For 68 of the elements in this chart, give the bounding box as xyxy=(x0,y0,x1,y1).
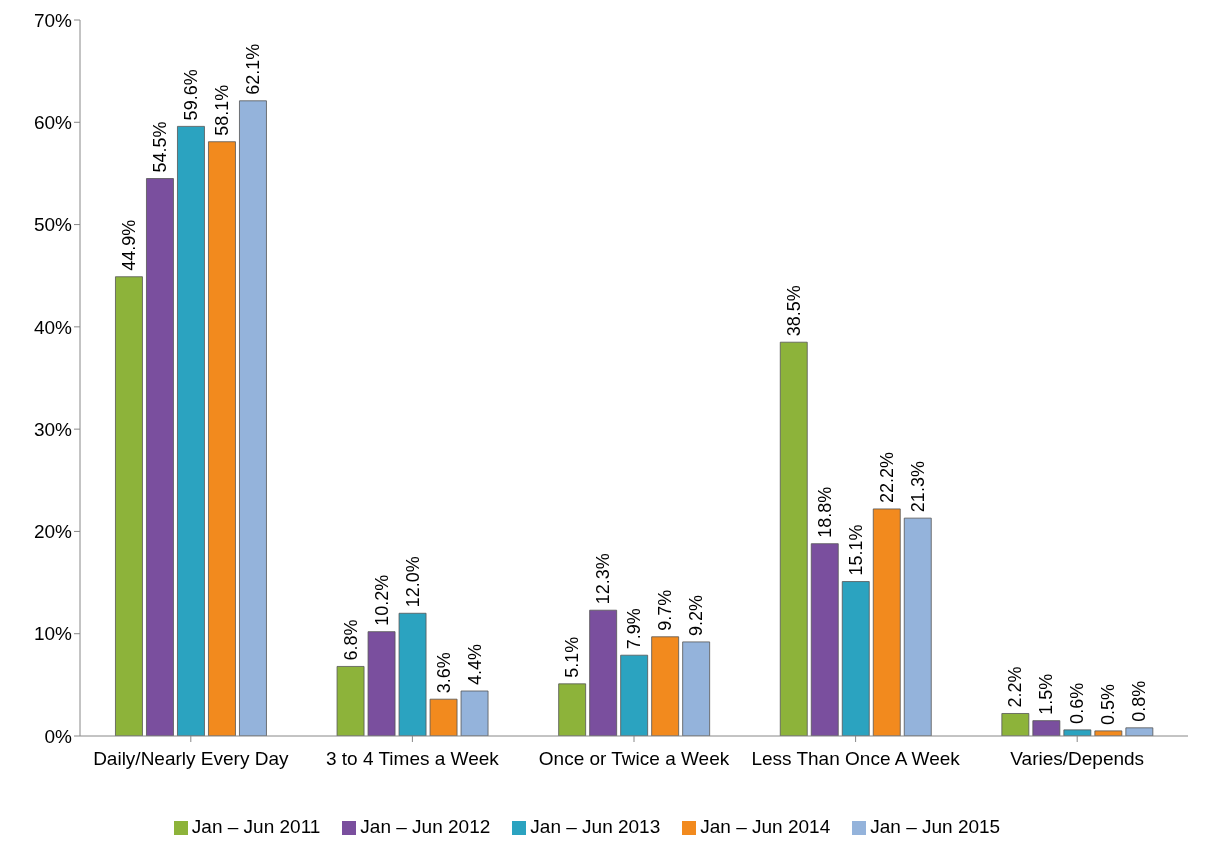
bar xyxy=(146,178,174,736)
data-label: 9.7% xyxy=(655,589,676,631)
data-label: 58.1% xyxy=(211,84,232,136)
bar xyxy=(841,581,870,736)
x-tick-label: 3 to 4 Times a Week xyxy=(325,748,500,770)
bar xyxy=(398,612,427,736)
bar xyxy=(429,698,458,736)
bar xyxy=(651,636,680,736)
data-label: 59.6% xyxy=(180,69,201,121)
y-tick-label: 50% xyxy=(33,214,73,236)
y-tick-label: 40% xyxy=(33,316,73,338)
bar xyxy=(1125,727,1154,736)
y-tick-label: 60% xyxy=(33,112,73,134)
data-label: 0.5% xyxy=(1098,683,1119,725)
data-label: 1.5% xyxy=(1036,673,1057,715)
bar xyxy=(1032,720,1061,736)
bar xyxy=(682,641,711,736)
data-label: 10.2% xyxy=(371,574,392,626)
data-label: 12.3% xyxy=(593,553,614,605)
data-label: 0.8% xyxy=(1129,680,1150,722)
bar xyxy=(460,690,489,736)
y-tick-label: 20% xyxy=(33,521,73,543)
data-label: 0.6% xyxy=(1067,682,1088,724)
y-tick-label: 70% xyxy=(33,9,73,31)
data-label: 15.1% xyxy=(845,524,866,576)
y-tick-label: 0% xyxy=(44,725,73,747)
bar xyxy=(1001,713,1030,736)
bar xyxy=(336,666,365,736)
data-label: 12.0% xyxy=(402,556,423,608)
data-label: 21.3% xyxy=(907,461,928,513)
x-tick-label: Less Than Once A Week xyxy=(751,748,961,770)
bar xyxy=(903,517,932,736)
data-label: 9.2% xyxy=(686,594,707,636)
bar xyxy=(239,100,267,736)
bar xyxy=(558,683,587,736)
data-label: 22.2% xyxy=(876,451,897,503)
data-label: 18.8% xyxy=(814,486,835,538)
bar xyxy=(367,631,396,736)
y-tick-label: 10% xyxy=(33,623,73,645)
bar xyxy=(177,125,205,736)
data-label: 38.5% xyxy=(783,285,804,337)
data-label: 6.8% xyxy=(340,619,361,661)
data-label: 7.9% xyxy=(624,608,645,650)
y-tick-label: 30% xyxy=(33,418,73,440)
legend-label: Jan – Jun 2013 xyxy=(530,816,661,837)
bar xyxy=(589,609,618,736)
data-label: 4.4% xyxy=(464,643,485,685)
bar xyxy=(779,341,808,736)
data-label: 62.1% xyxy=(242,43,263,95)
data-label: 54.5% xyxy=(149,121,170,173)
bar xyxy=(872,508,901,736)
legend-label: Jan – Jun 2012 xyxy=(360,816,491,837)
data-label: 44.9% xyxy=(118,219,139,271)
data-label: 2.2% xyxy=(1005,666,1026,708)
data-label: 5.1% xyxy=(562,636,583,678)
bar xyxy=(1063,729,1092,736)
x-tick-label: Daily/Nearly Every Day xyxy=(93,748,289,770)
bar xyxy=(115,276,143,736)
data-label: 3.6% xyxy=(433,652,454,694)
legend-label: Jan – Jun 2011 xyxy=(191,816,321,837)
bar xyxy=(620,654,649,736)
x-tick-label: Once or Twice a Week xyxy=(538,748,730,770)
legend-label: Jan – Jun 2015 xyxy=(870,816,1001,837)
bar xyxy=(810,543,839,736)
x-tick-label: Varies/Depends xyxy=(1010,748,1145,770)
legend-label: Jan – Jun 2014 xyxy=(700,816,831,837)
bar xyxy=(208,141,236,736)
bar xyxy=(1094,730,1123,736)
